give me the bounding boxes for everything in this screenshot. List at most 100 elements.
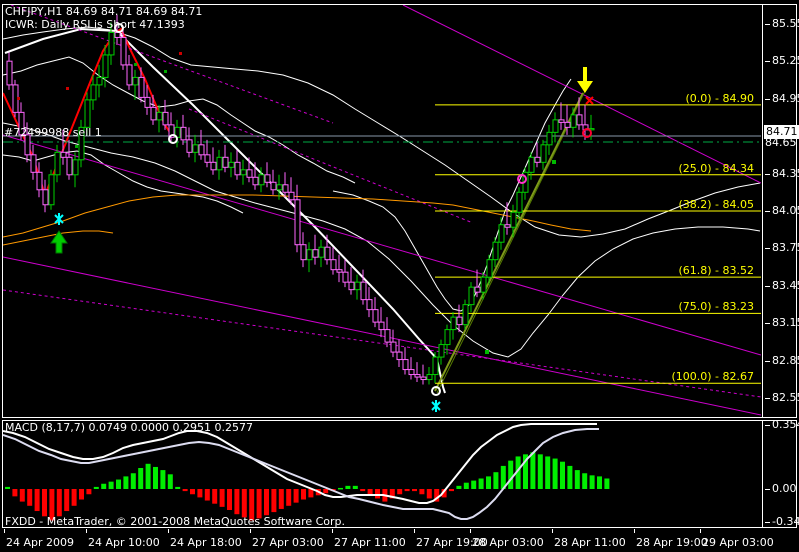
price-axis-label: 82.55 <box>772 391 799 405</box>
symbol-title: CHFJPY,H1 84.69 84.71 84.69 84.71 <box>5 5 203 18</box>
red-dot-marker <box>17 97 20 100</box>
price-axis-label: 85.55 <box>772 16 799 30</box>
macd-histogram-bar <box>160 470 166 489</box>
macd-axis-label: 0.3543 <box>772 418 799 431</box>
macd-histogram-bar <box>5 486 10 489</box>
candlestick <box>312 234 319 265</box>
candlestick <box>42 179 49 213</box>
macd-histogram-bar <box>19 489 25 502</box>
candlestick <box>270 169 277 195</box>
macd-histogram-bar <box>560 461 565 489</box>
macd-histogram-bar <box>412 489 417 492</box>
fibonacci-level-label: (100.0) - 82.67 <box>671 370 754 384</box>
candlestick <box>30 144 37 180</box>
candlestick <box>534 142 541 168</box>
pivot-low-marker <box>168 134 178 144</box>
time-axis-label: 27 Apr 03:00 <box>252 536 324 549</box>
candlestick <box>210 147 217 175</box>
macd-histogram-bar <box>182 489 188 492</box>
sell-arrow-icon <box>577 67 593 93</box>
macd-histogram-bar <box>278 489 284 509</box>
resistance-circle-marker <box>517 174 527 184</box>
time-axis-tick <box>470 529 471 533</box>
candlestick <box>198 129 205 160</box>
price-chart-frame <box>2 4 797 418</box>
price-axis-label: 83.75 <box>772 241 799 255</box>
candlestick <box>222 144 229 173</box>
macd-histogram-bar <box>478 478 484 489</box>
candlestick <box>558 102 565 130</box>
candlestick <box>18 102 25 140</box>
candlestick <box>192 134 199 163</box>
macd-histogram-bar <box>537 454 543 489</box>
candlestick <box>306 242 313 273</box>
olive-uptrend-line <box>434 92 584 392</box>
macd-histogram-bar <box>249 489 255 521</box>
candlestick <box>102 44 109 88</box>
zigzag-white-line <box>4 27 446 394</box>
candlestick <box>162 99 169 130</box>
red-dot-marker <box>179 52 182 55</box>
macd-histogram-bar <box>71 489 77 506</box>
candlestick <box>540 139 547 170</box>
macd-main-line <box>3 423 597 504</box>
macd-histogram-bar <box>138 468 144 489</box>
red-x-marker <box>585 96 594 105</box>
fibonacci-levels-group <box>435 104 761 384</box>
candlestick <box>174 119 181 148</box>
footer-copyright: FXDD - MetaTrader, © 2001-2008 MetaQuote… <box>5 515 346 528</box>
macd-axis-tick <box>765 522 770 523</box>
candlestick <box>492 237 499 268</box>
candlestick <box>468 282 475 313</box>
macd-histogram-bar <box>508 460 514 489</box>
macd-histogram-bar <box>530 452 536 489</box>
macd-histogram-bar <box>389 489 395 499</box>
zigzag-red-line <box>3 27 174 198</box>
macd-histogram-bar <box>12 489 18 497</box>
exit-circle-marker <box>582 128 592 138</box>
macd-histogram-bar <box>404 489 410 492</box>
price-axis-label: 84.05 <box>772 204 799 217</box>
macd-histogram-bar <box>397 489 403 495</box>
fibonacci-level-label: (38.2) - 84.05 <box>678 198 754 211</box>
macd-histogram-bar <box>352 485 358 489</box>
candlestick <box>294 184 301 253</box>
candlestick <box>258 167 265 193</box>
candlestick <box>510 204 517 238</box>
candlestick <box>96 64 103 98</box>
macd-axis-separator <box>762 421 763 527</box>
macd-panel-plot[interactable] <box>3 421 761 527</box>
time-axis-label: 24 Apr 18:00 <box>170 536 242 549</box>
macd-histogram-bar <box>293 489 299 503</box>
indicator-title: ICWR: Daily RSI is Short 47.1393 <box>5 18 185 31</box>
fibonacci-level-label: (0.0) - 84.90 <box>685 91 754 105</box>
macd-histogram-bar <box>493 472 499 489</box>
candlestick <box>246 157 253 183</box>
time-axis-label: 29 Apr 03:00 <box>702 536 774 549</box>
candlestick <box>54 144 61 183</box>
price-axis-label: 84.35 <box>772 166 799 180</box>
cyan-star-marker <box>431 400 441 412</box>
macd-histogram-bar <box>234 489 240 515</box>
time-axis-label: 27 Apr 11:00 <box>334 536 406 549</box>
time-axis-tick <box>414 529 415 533</box>
candlestick <box>126 54 133 90</box>
time-axis-tick <box>634 529 635 533</box>
candlestick-series <box>6 14 595 385</box>
candlestick <box>234 149 241 180</box>
candlestick <box>240 159 247 185</box>
macd-histogram-bar <box>545 456 551 489</box>
macd-histogram-bar <box>604 478 610 489</box>
candlestick <box>60 129 67 165</box>
price-chart-plot[interactable] <box>3 5 761 417</box>
green-dot-marker <box>485 350 489 354</box>
macd-histogram-bar <box>463 482 469 489</box>
order-label[interactable]: #72499988 sell 1 <box>4 126 102 139</box>
macd-histogram-bar <box>49 489 55 521</box>
macd-histogram-bar <box>471 480 477 489</box>
macd-axis-tick <box>765 489 770 490</box>
macd-title: MACD (8,17,7) 0.0749 0.0000 0.2951 0.257… <box>5 421 253 434</box>
orange-moving-average <box>3 194 592 238</box>
macd-histogram-bar <box>286 489 292 506</box>
white-mid-line-left <box>3 150 244 214</box>
